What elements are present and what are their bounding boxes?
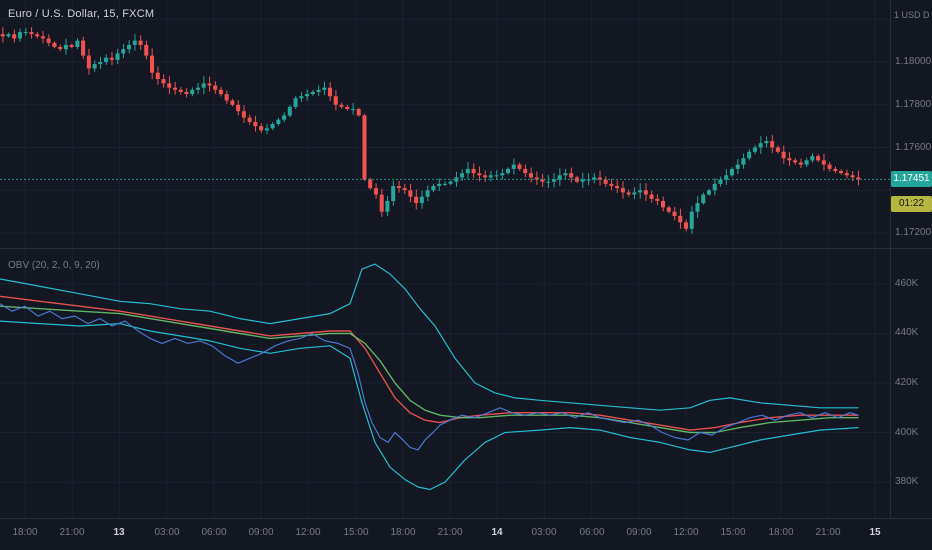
price-pane-canvas[interactable] — [0, 0, 890, 248]
time-axis-label: 15:00 — [343, 527, 369, 538]
time-axis-label-day: 13 — [113, 527, 125, 538]
time-axis-label-day: 14 — [491, 527, 503, 538]
symbol-title[interactable]: Euro / U.S. Dollar, 15, FXCM — [8, 8, 155, 20]
price-axis[interactable]: 1 USD D 1.17451 01:22 1.18000 1.17800 1.17… — [890, 0, 932, 518]
time-axis-label: 21:00 — [815, 527, 841, 538]
time-axis-label: 09:00 — [626, 527, 652, 538]
time-axis-label: 12:00 — [673, 527, 699, 538]
obv-axis-tick: 400K — [895, 427, 919, 438]
indicator-pane-canvas[interactable] — [0, 248, 890, 518]
current-price-badge: 1.17451 — [891, 171, 932, 187]
time-axis-label: 03:00 — [154, 527, 180, 538]
pane-divider[interactable] — [0, 248, 932, 249]
time-axis-label: 06:00 — [579, 527, 605, 538]
obv-axis-tick: 380K — [895, 476, 919, 487]
time-axis-label: 18:00 — [12, 527, 38, 538]
time-axis-label: 18:00 — [390, 527, 416, 538]
time-axis-label: 15:00 — [720, 527, 746, 538]
price-axis-tick: 1.18000 — [895, 56, 932, 67]
price-axis-tick: 1.17200 — [895, 227, 932, 238]
obv-axis-tick: 460K — [895, 278, 919, 289]
time-axis-label: 21:00 — [59, 527, 85, 538]
time-axis-label-day: 15 — [869, 527, 881, 538]
time-axis-label: 06:00 — [201, 527, 227, 538]
bar-countdown-badge: 01:22 — [891, 196, 932, 212]
time-axis-label: 12:00 — [295, 527, 321, 538]
price-axis-tick: 1.17600 — [895, 142, 932, 153]
indicator-label[interactable]: OBV (20, 2, 0, 9, 20) — [8, 260, 100, 271]
time-axis-label: 09:00 — [248, 527, 274, 538]
price-axis-tick: 1.17800 — [895, 99, 932, 110]
price-axis-header[interactable]: 1 USD D — [894, 10, 930, 20]
time-axis[interactable]: 18:00 21:00 13 03:00 06:00 09:00 12:00 15:00 18:… — [0, 518, 932, 550]
time-axis-label: 18:00 — [768, 527, 794, 538]
time-axis-label: 03:00 — [531, 527, 557, 538]
obv-axis-tick: 440K — [895, 327, 919, 338]
time-axis-label: 21:00 — [437, 527, 463, 538]
obv-axis-tick: 420K — [895, 377, 919, 388]
